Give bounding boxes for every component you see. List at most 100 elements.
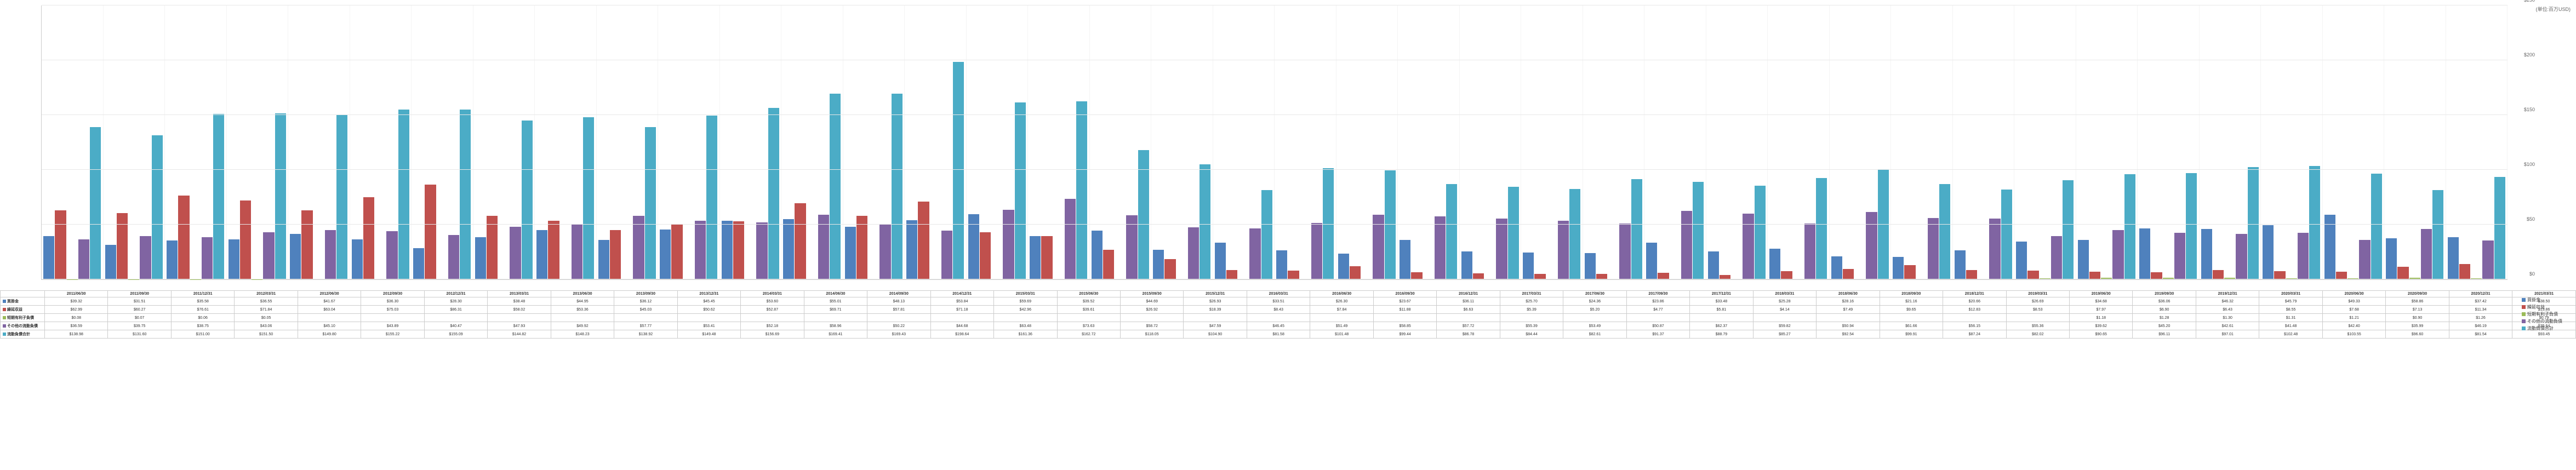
period-column — [1213, 5, 1275, 279]
swatch-icon — [2522, 326, 2526, 330]
cell: $0.05 — [235, 314, 298, 322]
bar-tcl — [1939, 184, 1950, 279]
bar-def — [2336, 272, 2347, 279]
cell: $60.27 — [108, 306, 171, 314]
period-column — [967, 5, 1029, 279]
period-column — [1644, 5, 1706, 279]
cell: $45.03 — [614, 306, 677, 314]
bar-ap — [2448, 237, 2459, 279]
gridline — [42, 169, 2508, 170]
period-header: 2013/12/31 — [677, 291, 740, 297]
bar-ocl — [2236, 234, 2247, 279]
cell: $0.90 — [2386, 314, 2449, 322]
period-column — [1151, 5, 1213, 279]
period-column — [1398, 5, 1460, 279]
bar-ocl — [1928, 218, 1939, 279]
cell: $156.69 — [741, 330, 804, 339]
bar-def — [1904, 265, 1915, 279]
cell: $155.09 — [424, 330, 487, 339]
bar-ocl — [879, 225, 890, 279]
bar-ocl — [1558, 221, 1569, 279]
chart-plot-area: $0$50$100$150$200$250 — [41, 5, 2508, 280]
bar-ap — [1769, 249, 1780, 279]
cell: $39.62 — [2070, 322, 2133, 330]
bar-tcl — [1385, 170, 1396, 279]
cell: $44.68 — [930, 322, 993, 330]
bar-def — [2027, 271, 2038, 279]
cell: $51.49 — [1310, 322, 1373, 330]
series-header-std: 短期有利子負債 — [1, 314, 45, 322]
period-column — [905, 5, 967, 279]
legend-item-tcl: 流動負債合計 — [2522, 325, 2574, 331]
cell: $73.63 — [1057, 322, 1120, 330]
bar-def — [1781, 271, 1792, 279]
bar-ap — [2263, 225, 2274, 279]
cell: $87.24 — [1943, 330, 2006, 339]
bar-tcl — [275, 113, 286, 279]
bar-tcl — [522, 121, 533, 279]
period-header: 2020/03/31 — [2259, 291, 2322, 297]
bar-tcl — [1631, 179, 1642, 279]
bar-ocl — [1989, 219, 2000, 279]
bar-def — [2274, 271, 2285, 279]
bar-tcl — [2001, 190, 2012, 279]
bar-def — [2459, 264, 2470, 279]
bar-ocl — [1681, 211, 1692, 279]
cell: $62.37 — [1690, 322, 1753, 330]
bar-def — [1843, 269, 1854, 279]
cell — [1690, 314, 1753, 322]
period-column — [720, 5, 782, 279]
legend-item-ap: 買掛金 — [2522, 297, 2574, 303]
cell: $0.08 — [45, 314, 108, 322]
period-column — [2076, 5, 2138, 279]
cell: $46.45 — [1247, 322, 1310, 330]
cell: $34.68 — [2070, 297, 2133, 306]
bar-def — [548, 221, 559, 279]
bar-ap — [1585, 253, 1596, 279]
bar-ocl — [1496, 219, 1507, 279]
bar-ap — [1030, 236, 1041, 279]
bar-ap — [413, 248, 424, 279]
cell: $53.41 — [677, 322, 740, 330]
bar-def — [1288, 271, 1299, 279]
period-column — [1953, 5, 2015, 279]
period-header: 2012/12/31 — [424, 291, 487, 297]
cell: $148.23 — [551, 330, 614, 339]
cell — [614, 314, 677, 322]
cell: $58.96 — [804, 322, 867, 330]
bar-tcl — [1569, 189, 1580, 279]
period-header: 2014/03/31 — [741, 291, 804, 297]
cell: $43.06 — [235, 322, 298, 330]
cell: $44.69 — [1120, 297, 1183, 306]
bar-def — [2089, 272, 2100, 279]
period-header: 2017/12/31 — [1690, 291, 1753, 297]
period-column — [2200, 5, 2261, 279]
cell: $58.72 — [1120, 322, 1183, 330]
cell: $35.99 — [2386, 322, 2449, 330]
cell: $59.82 — [1753, 322, 1816, 330]
cell: $91.37 — [1626, 330, 1689, 339]
period-column — [1028, 5, 1090, 279]
period-header: 2020/09/30 — [2386, 291, 2449, 297]
cell: $7.84 — [1310, 306, 1373, 314]
period-column — [104, 5, 165, 279]
bar-tcl — [2186, 173, 2197, 279]
cell: $149.48 — [677, 330, 740, 339]
cell: $82.61 — [1563, 330, 1626, 339]
bar-ap — [290, 234, 301, 279]
bar-def — [1350, 266, 1361, 279]
cell: $1.26 — [2449, 314, 2512, 322]
bar-def — [425, 185, 436, 279]
period-column — [473, 5, 535, 279]
cell — [551, 314, 614, 322]
cell: $36.55 — [235, 297, 298, 306]
bar-tcl — [398, 110, 409, 279]
period-column — [781, 5, 843, 279]
period-header: 2014/09/30 — [867, 291, 930, 297]
bar-def — [178, 196, 189, 279]
bar-ocl — [1003, 210, 1014, 279]
bar-def — [301, 210, 312, 279]
bar-tcl — [645, 127, 656, 279]
period-column — [1830, 5, 1892, 279]
cell: $1.21 — [2322, 314, 2385, 322]
